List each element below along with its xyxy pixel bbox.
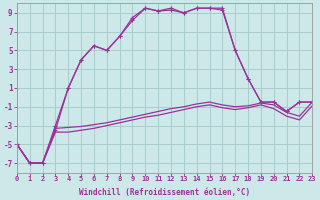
X-axis label: Windchill (Refroidissement éolien,°C): Windchill (Refroidissement éolien,°C) [79, 188, 250, 197]
